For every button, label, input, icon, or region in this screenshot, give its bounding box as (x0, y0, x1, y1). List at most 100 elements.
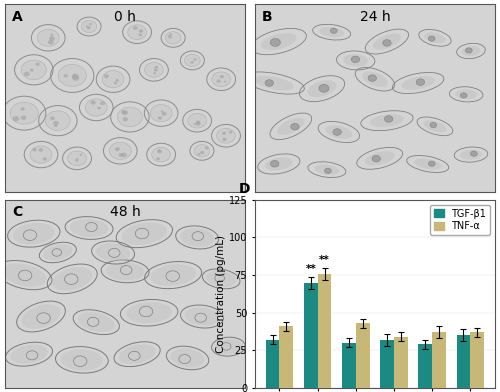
Circle shape (220, 75, 224, 78)
Circle shape (196, 122, 200, 125)
Circle shape (184, 54, 200, 67)
Circle shape (128, 25, 146, 40)
Bar (318, 274, 332, 388)
Circle shape (170, 34, 172, 36)
Circle shape (32, 148, 37, 151)
Circle shape (158, 116, 162, 120)
Circle shape (72, 75, 79, 81)
Circle shape (138, 29, 143, 33)
Bar (432, 332, 446, 388)
Circle shape (166, 32, 181, 44)
Ellipse shape (215, 339, 242, 354)
Ellipse shape (265, 158, 292, 171)
Circle shape (20, 116, 26, 120)
Circle shape (24, 72, 30, 76)
Text: 24 h: 24 h (360, 9, 390, 24)
Circle shape (36, 62, 40, 66)
Text: B: B (262, 9, 272, 24)
Ellipse shape (402, 76, 435, 90)
Bar (266, 340, 280, 388)
Circle shape (290, 123, 299, 130)
Ellipse shape (373, 33, 401, 50)
Bar (456, 335, 470, 388)
Ellipse shape (365, 151, 394, 165)
Circle shape (122, 110, 128, 115)
Circle shape (205, 146, 208, 149)
Bar (280, 326, 293, 388)
Text: **: ** (306, 263, 316, 274)
Ellipse shape (118, 344, 156, 364)
Circle shape (324, 168, 332, 173)
Ellipse shape (70, 219, 108, 237)
Ellipse shape (2, 263, 46, 287)
Circle shape (98, 107, 101, 109)
Circle shape (154, 66, 158, 69)
Ellipse shape (78, 312, 115, 332)
Ellipse shape (170, 348, 204, 367)
Circle shape (196, 120, 200, 123)
Circle shape (416, 79, 424, 85)
Circle shape (150, 105, 172, 122)
Circle shape (190, 62, 193, 64)
Circle shape (368, 75, 376, 82)
Ellipse shape (61, 349, 103, 370)
Circle shape (228, 131, 232, 134)
Circle shape (100, 101, 105, 105)
Ellipse shape (122, 222, 167, 245)
Circle shape (121, 152, 127, 157)
Circle shape (54, 124, 58, 127)
Ellipse shape (43, 244, 72, 261)
Circle shape (102, 71, 124, 88)
Circle shape (118, 153, 124, 157)
Circle shape (168, 34, 170, 36)
Ellipse shape (462, 46, 480, 56)
Circle shape (168, 36, 172, 39)
Circle shape (115, 147, 120, 151)
Bar (418, 345, 432, 388)
Circle shape (154, 69, 158, 72)
Ellipse shape (424, 120, 446, 132)
Circle shape (122, 110, 126, 114)
Circle shape (50, 34, 53, 36)
Legend: TGF-β1, TNF-α: TGF-β1, TNF-α (430, 205, 490, 235)
Circle shape (212, 72, 231, 87)
Bar (304, 283, 318, 388)
Circle shape (82, 20, 97, 33)
Circle shape (351, 56, 360, 63)
Circle shape (333, 129, 342, 135)
Ellipse shape (206, 271, 236, 287)
Ellipse shape (254, 76, 294, 90)
Circle shape (86, 99, 107, 116)
Ellipse shape (22, 304, 60, 329)
Circle shape (188, 113, 206, 128)
Circle shape (460, 93, 467, 98)
Circle shape (154, 72, 156, 74)
Circle shape (152, 147, 171, 162)
Circle shape (30, 69, 34, 72)
Circle shape (68, 151, 86, 166)
Circle shape (194, 58, 196, 61)
Ellipse shape (343, 54, 368, 67)
Circle shape (110, 142, 131, 160)
Ellipse shape (308, 80, 337, 97)
Ellipse shape (10, 345, 48, 364)
Circle shape (86, 25, 87, 27)
Circle shape (222, 138, 227, 141)
Circle shape (104, 74, 109, 78)
Circle shape (222, 132, 226, 135)
Circle shape (224, 81, 226, 83)
Ellipse shape (326, 125, 352, 139)
Circle shape (428, 161, 435, 166)
Text: **: ** (319, 254, 330, 265)
Circle shape (75, 159, 78, 162)
Circle shape (20, 107, 24, 111)
Circle shape (158, 150, 162, 153)
Ellipse shape (150, 264, 196, 286)
Circle shape (114, 82, 117, 84)
Circle shape (216, 80, 221, 83)
Circle shape (161, 111, 164, 113)
Circle shape (42, 157, 47, 161)
Circle shape (265, 80, 274, 86)
Circle shape (22, 60, 46, 80)
Circle shape (30, 146, 52, 163)
